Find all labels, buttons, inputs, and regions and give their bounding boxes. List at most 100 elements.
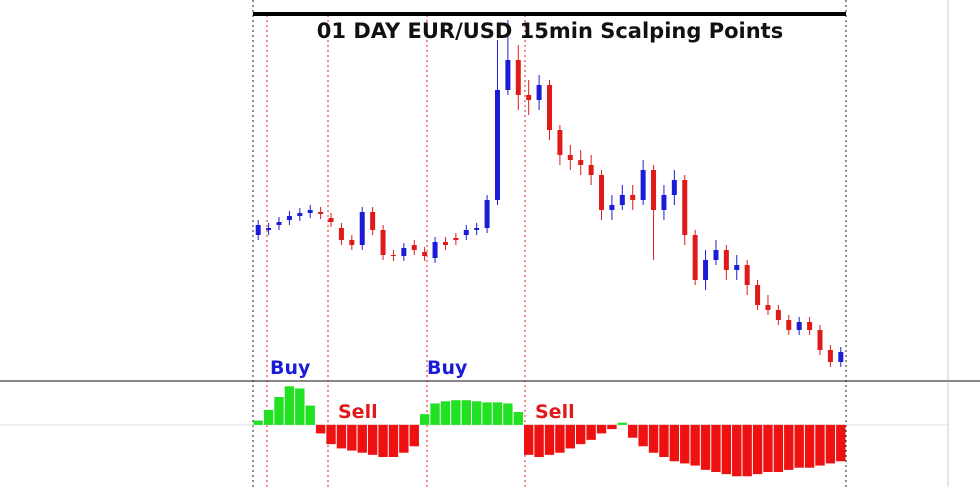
histogram-bar [274,397,284,425]
candle-body [578,160,584,165]
histogram-bar [523,424,534,455]
histogram-bar [357,424,367,453]
candle-body [827,350,833,362]
candle-body [380,230,386,255]
buy-label: Buy [427,357,468,379]
histogram-bar [732,424,742,477]
histogram-bar [419,414,430,425]
chart-title: 01 DAY EUR/USD 15min Scalping Points [317,19,783,43]
candle-body [775,310,781,320]
histogram-bar [752,424,763,475]
candle-body [765,305,771,310]
candle-body [297,213,303,216]
sell-label: Sell [338,401,378,423]
candle-body [671,180,677,195]
candle-body [411,245,417,250]
histogram-bar [721,424,732,475]
histogram-bar [565,424,576,449]
candle-body [286,216,292,220]
histogram-bar [669,424,680,462]
histogram-bar [607,424,617,430]
histogram-bar [638,424,648,447]
candle-body [817,330,823,350]
candle-body [661,195,667,210]
histogram-bar [763,424,773,472]
candle-body [328,218,334,222]
histogram-bar [295,388,305,425]
candle-body [255,225,261,235]
histogram-bar [576,424,586,445]
candle-body [599,175,605,210]
candle-body [422,252,428,256]
candle-body [651,170,657,210]
candle-body [474,228,480,230]
histogram-bar [347,424,357,451]
candle-body [557,130,563,155]
candle-body [619,195,625,205]
histogram-bar [367,424,378,455]
sell-label: Sell [535,401,575,423]
candle-body [567,155,573,160]
histogram-bar [680,424,690,464]
histogram-bar [440,401,451,425]
histogram-bar [388,424,399,457]
candle-body [494,90,500,200]
candle-body [723,250,729,270]
histogram-bar [555,424,565,453]
candle-body [536,85,542,100]
histogram-bar [648,424,659,453]
histogram-bar [326,424,336,445]
histogram-bar [461,400,471,425]
histogram-bar [305,405,315,425]
candle-body [338,228,344,240]
candle-body [442,242,448,245]
histogram-bar [659,424,669,457]
candle-body [453,238,459,240]
candle-body [401,248,407,256]
histogram-bar [784,424,794,470]
histogram-bar [544,424,555,455]
candle-body [744,265,750,285]
histogram-bar [596,424,607,434]
histogram-bar [492,402,503,425]
candle-body [307,210,313,213]
candle-body [838,352,844,362]
marks [0,20,948,477]
histogram-bar [773,424,784,472]
histogram-bar [836,424,846,462]
candle-body [796,322,802,330]
histogram-bar [742,424,752,477]
histogram-bar [263,409,274,425]
histogram-bar [315,424,326,434]
histogram-bar [336,424,347,449]
histogram-bar [711,424,721,472]
candle-body [526,95,532,100]
histogram-bar [409,424,419,447]
candle-body [359,212,365,245]
candle-body [505,60,511,90]
candle-body [276,222,282,225]
candle-body [588,165,594,175]
histogram-bar [253,420,263,425]
candle-body [349,240,355,245]
histogram-bar [700,424,711,470]
candle-body [609,205,615,210]
histogram-bar [482,402,492,425]
candle-body [432,242,438,258]
candle-body [515,60,521,95]
candle-body [463,230,469,235]
candle-body [807,322,813,330]
candle-body [318,212,324,214]
histogram-bar [586,424,596,440]
candle-body [547,85,552,130]
candle-body [370,212,376,230]
candle-body [630,195,636,200]
histogram-bar [825,424,836,464]
candle-body [703,260,709,280]
candle-body [266,228,272,230]
histogram-bar [513,412,523,425]
histogram-bar [471,401,482,425]
histogram-bar [284,386,295,425]
histogram-bar [815,424,825,466]
histogram-bar [794,424,804,468]
